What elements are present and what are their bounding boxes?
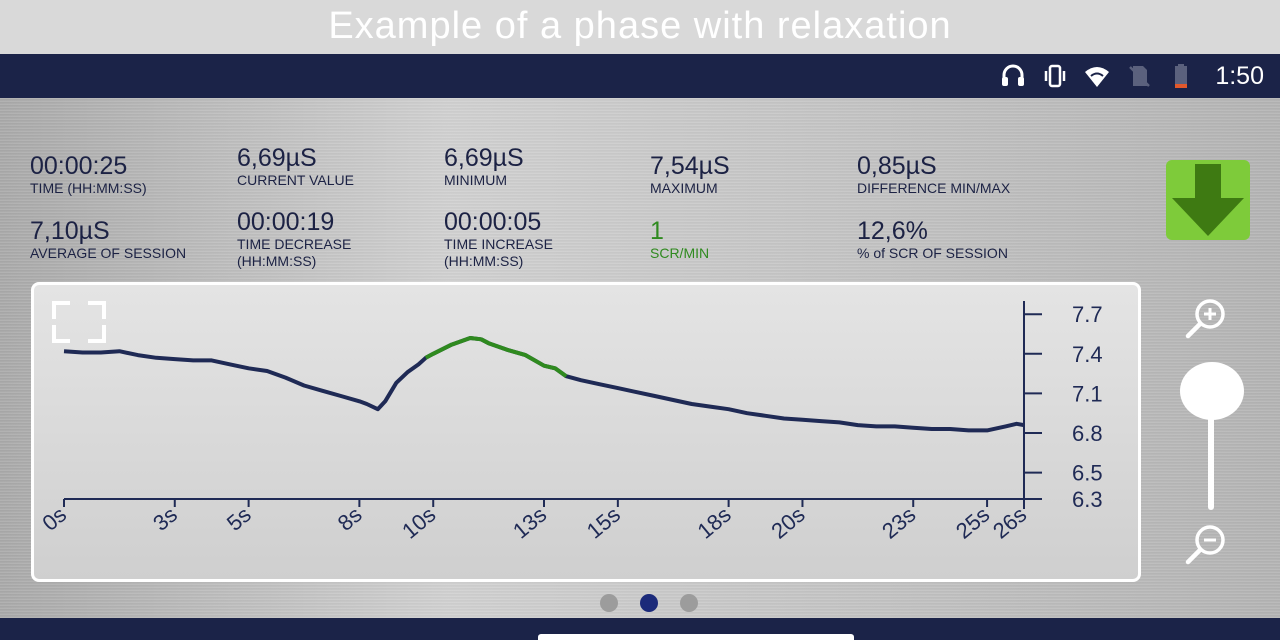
zoom-in-icon [1185,299,1225,339]
stat-difference: 0,85µS DIFFERENCE MIN/MAX [857,152,1010,197]
page-dot-2-active[interactable] [640,594,658,612]
page-dot-1[interactable] [600,594,618,612]
x-tick-label: 10s [397,502,440,544]
battery-low-icon [1167,62,1195,90]
stat-label: MAXIMUM [650,180,718,196]
stat-label: TIME INCREASE [444,236,553,252]
x-tick-label: 5s [222,502,256,536]
page-indicator [600,594,698,612]
y-tick-label: 7.1 [1072,381,1103,406]
chart-card: 0s 3s 5s 8s 10s 13s 15s 18s 20s 23s 25s 26s 7.7 7.4 7.… [31,282,1141,582]
stat-label: CURRENT VALUE [237,172,354,188]
stat-label: TIME DECREASE [237,236,352,252]
status-bar: 1:50 [0,54,1280,98]
navigation-bar [0,618,1280,640]
stat-value: 0,85µS [857,152,937,180]
x-tick-label: 18s [693,502,736,544]
stat-time: 00:00:25 TIME (HH:MM:SS) [30,152,147,197]
stat-label: MINIMUM [444,172,507,188]
stat-time-increase: 00:00:05 TIME INCREASE (HH:MM:SS) [444,208,553,270]
main-panel: 00:00:25 TIME (HH:MM:SS) 6,69µS CURRENT … [0,98,1280,618]
stat-value: 00:00:19 [237,208,335,236]
download-button[interactable] [1166,160,1250,240]
x-tick-label: 23s [877,502,920,544]
stat-scr-percent: 12,6% % of SCR OF SESSION [857,217,1008,262]
stat-value: 7,54µS [650,152,730,180]
zoom-in-button[interactable] [1180,294,1230,349]
stat-label: SCR/MIN [650,245,710,261]
x-tick-label: 15s [582,502,625,544]
y-tick-label: 6.3 [1072,487,1103,512]
stat-maximum: 7,54µS MAXIMUM [650,152,730,197]
y-tick-label: 6.8 [1072,421,1103,446]
y-tick-label: 7.4 [1072,342,1103,367]
stat-value: 1 [650,217,664,245]
stat-value: 6,69µS [237,144,317,172]
stat-average: 7,10µS AVERAGE OF SESSION [30,217,186,262]
series-line [63,336,1025,433]
stat-scr-per-min: 1 SCR/MIN [650,217,709,262]
series-highlight-segment [424,336,568,378]
x-tick-label: 3s [148,502,182,536]
stat-time-decrease: 00:00:19 TIME DECREASE (HH:MM:SS) [237,208,351,270]
stat-value: 7,10µS [30,217,110,245]
stat-label: TIME (HH:MM:SS) [30,180,147,196]
x-tick-label: 25s [951,502,994,544]
stat-label: AVERAGE OF SESSION [30,245,187,261]
wifi-icon [1083,62,1111,90]
y-tick-label: 6.5 [1072,461,1103,486]
x-tick-label: 20s [766,502,809,544]
stat-value: 00:00:25 [30,152,128,180]
home-handle[interactable] [538,634,854,640]
stat-value: 12,6% [857,217,928,245]
vibrate-icon [1041,62,1069,90]
x-tick-label: 8s [333,502,367,536]
y-tick-label: 7.7 [1072,302,1103,327]
stat-label-unit: (HH:MM:SS) [237,253,317,269]
gsr-line-chart: 0s 3s 5s 8s 10s 13s 15s 18s 20s 23s 25s26s7.77.47.… [37,301,1103,544]
x-tick-label: 0s [37,502,71,536]
page-dot-3[interactable] [680,594,698,612]
stat-label-unit: (HH:MM:SS) [444,253,524,269]
headset-icon [999,62,1027,90]
stat-label: % of SCR OF SESSION [857,245,1008,261]
zoom-out-icon [1185,525,1225,565]
no-sim-icon [1125,62,1153,90]
zoom-out-button[interactable] [1180,520,1230,575]
fullscreen-icon[interactable] [52,301,106,343]
zoom-slider-track[interactable] [1208,388,1214,510]
stat-value: 6,69µS [444,144,524,172]
banner-title: Example of a phase with relaxation [0,0,1280,54]
arrow-down-icon [1172,164,1244,236]
zoom-slider-thumb[interactable] [1180,362,1244,420]
stat-current-value: 6,69µS CURRENT VALUE [237,144,354,189]
stat-label: DIFFERENCE MIN/MAX [857,180,1011,196]
stat-value: 00:00:05 [444,208,542,236]
clock: 1:50 [1215,61,1264,90]
x-tick-label: 13s [508,502,551,544]
stat-minimum: 6,69µS MINIMUM [444,144,524,189]
